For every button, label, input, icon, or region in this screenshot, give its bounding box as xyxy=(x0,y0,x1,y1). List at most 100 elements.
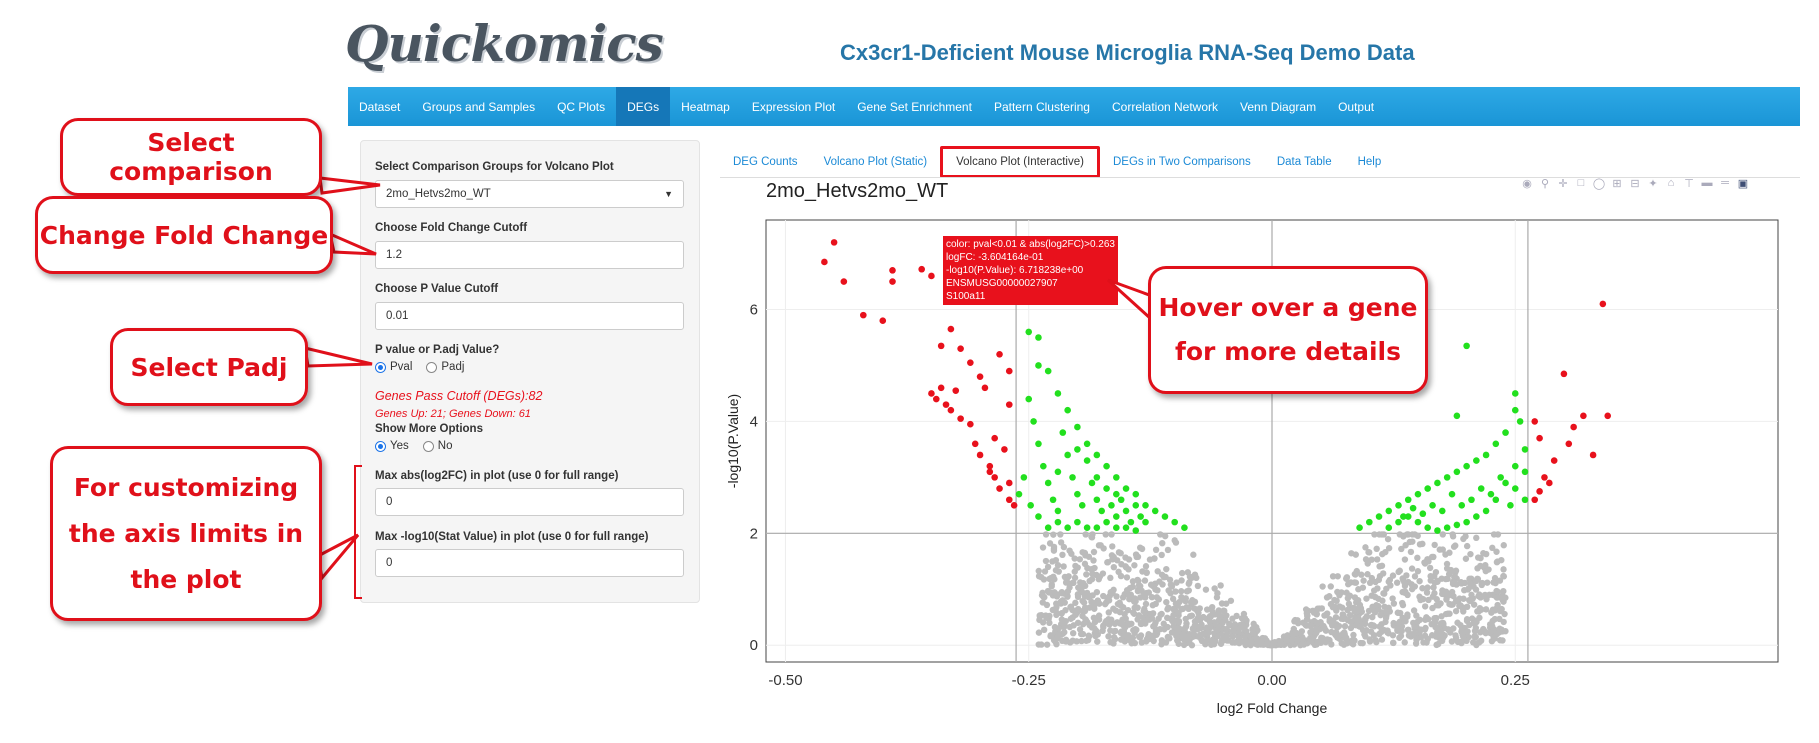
autoscale-icon[interactable]: ✦ xyxy=(1648,178,1658,190)
more-yes-radio[interactable] xyxy=(375,440,386,452)
data-point xyxy=(1516,418,1524,425)
data-point xyxy=(1521,496,1529,504)
data-point xyxy=(1164,546,1172,554)
data-point xyxy=(1502,479,1509,487)
data-point xyxy=(937,342,945,350)
reset-axes-icon[interactable]: ⌂ xyxy=(1667,177,1675,189)
more-no-radio[interactable] xyxy=(422,440,434,452)
max-fc-input[interactable]: 0 xyxy=(375,488,684,516)
nav-item-degs[interactable]: DEGs xyxy=(616,87,671,126)
nav-item-heatmap[interactable]: Heatmap xyxy=(681,99,730,114)
data-point xyxy=(1188,612,1196,619)
data-point xyxy=(1045,589,1053,596)
data-point xyxy=(1500,618,1507,626)
data-point xyxy=(1155,615,1162,622)
spike-lines-icon[interactable]: ⊤ xyxy=(1684,178,1694,190)
data-point xyxy=(1291,630,1298,638)
nav-item-venn-diagram[interactable]: Venn Diagram xyxy=(1240,99,1317,114)
data-point xyxy=(1386,608,1394,615)
data-point xyxy=(1060,563,1067,570)
axis-options-bracket xyxy=(354,465,362,599)
data-point xyxy=(1083,524,1091,532)
data-point xyxy=(1164,623,1171,631)
box-select-icon[interactable]: □ xyxy=(1577,177,1585,189)
fc-cutoff-input[interactable]: 1.2 xyxy=(375,241,684,269)
max-stat-input[interactable]: 0 xyxy=(375,549,684,577)
data-point xyxy=(1475,554,1482,561)
tab-volcano-static[interactable]: Volcano Plot (Static) xyxy=(823,156,928,168)
data-point xyxy=(1183,604,1190,611)
data-point xyxy=(1467,580,1474,587)
data-point xyxy=(1147,581,1155,588)
data-point xyxy=(1546,479,1553,487)
zoom-out-icon[interactable]: ⊟ xyxy=(1630,178,1640,190)
significant-points[interactable] xyxy=(821,239,1612,534)
data-point xyxy=(1321,612,1328,619)
nav-item-output[interactable]: Output xyxy=(1338,99,1375,114)
data-point xyxy=(1489,617,1496,625)
data-point xyxy=(1082,616,1089,623)
nav-item-gene-set-enrichment[interactable]: Gene Set Enrichment xyxy=(857,99,972,114)
data-point xyxy=(1040,626,1048,634)
data-point xyxy=(1362,633,1369,640)
tooltip-line: color: pval<0.01 & abs(log2FC)>0.263 xyxy=(946,239,1115,250)
lasso-icon[interactable]: ◯ xyxy=(1592,178,1606,190)
tab-help[interactable]: Help xyxy=(1357,156,1382,168)
data-point xyxy=(1015,490,1023,498)
nav-item-pattern-clustering[interactable]: Pattern Clustering xyxy=(993,99,1090,114)
data-point xyxy=(1482,606,1490,613)
data-point xyxy=(1127,518,1135,526)
hover-closest-icon[interactable]: ▬ xyxy=(1701,177,1713,189)
tab-deg-counts[interactable]: DEG Counts xyxy=(733,156,798,168)
tab-volcano-interactive[interactable]: Volcano Plot (Interactive) xyxy=(940,146,1100,178)
sidebar-panel: Select Comparison Groups for Volcano Plo… xyxy=(360,140,700,603)
data-point xyxy=(1103,485,1110,492)
hover-compare-icon[interactable]: ═ xyxy=(1721,177,1729,189)
data-point xyxy=(1449,533,1457,540)
zoom-icon[interactable]: ⚲ xyxy=(1540,178,1550,190)
data-point xyxy=(1235,634,1243,642)
plotly-logo-icon[interactable]: ▣ xyxy=(1737,178,1749,190)
data-point xyxy=(1501,610,1508,618)
padj-radio[interactable] xyxy=(426,361,438,373)
nav-item-groups-and-samples[interactable]: Groups and Samples xyxy=(422,99,536,114)
data-point xyxy=(1107,639,1114,646)
data-point xyxy=(1338,589,1345,596)
data-point xyxy=(1105,609,1112,616)
nav-item-expression-plot[interactable]: Expression Plot xyxy=(751,99,836,114)
comparison-select[interactable]: 2mo_Hetvs2mo_WT ▼ xyxy=(375,180,684,208)
data-point xyxy=(1169,617,1176,625)
camera-icon[interactable]: ◉ xyxy=(1522,178,1532,190)
non-significant-points xyxy=(1035,531,1509,649)
nav-item-qc-plots[interactable]: QC Plots xyxy=(557,99,606,114)
data-point xyxy=(986,468,994,476)
pval-radio[interactable] xyxy=(375,361,386,373)
data-point xyxy=(1491,635,1498,642)
data-point xyxy=(1131,639,1139,647)
p-cutoff-input[interactable]: 0.01 xyxy=(375,302,684,330)
data-point xyxy=(1414,568,1422,575)
data-point xyxy=(1192,617,1200,624)
data-point xyxy=(1360,577,1367,584)
data-point xyxy=(1411,583,1419,590)
data-point xyxy=(1213,594,1221,601)
data-point xyxy=(952,387,960,394)
zoom-in-icon[interactable]: ⊞ xyxy=(1612,178,1622,190)
data-point xyxy=(1354,608,1362,615)
pan-icon[interactable]: ✛ xyxy=(1558,178,1568,190)
nav-item-dataset[interactable]: Dataset xyxy=(359,99,401,114)
data-point xyxy=(1044,479,1052,487)
tab-data-table[interactable]: Data Table xyxy=(1276,156,1332,168)
data-point xyxy=(1319,583,1326,590)
data-point xyxy=(1057,531,1064,538)
data-point xyxy=(1453,468,1461,476)
data-point xyxy=(1217,582,1224,589)
data-point xyxy=(1541,474,1548,481)
data-point xyxy=(1496,577,1504,584)
data-point xyxy=(1089,570,1096,577)
data-point xyxy=(1052,567,1060,574)
tab-degs-two-comparisons[interactable]: DEGs in Two Comparisons xyxy=(1112,156,1251,168)
data-point xyxy=(1500,587,1507,595)
nav-item-correlation-network[interactable]: Correlation Network xyxy=(1111,99,1219,114)
